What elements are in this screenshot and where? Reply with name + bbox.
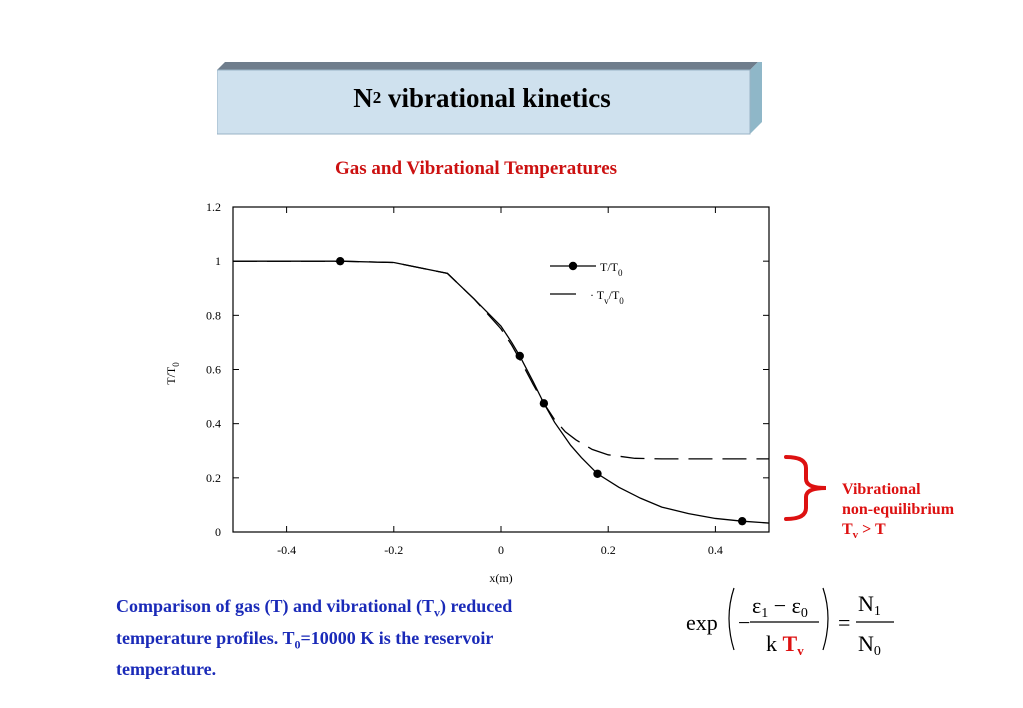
data-point bbox=[593, 469, 602, 478]
annotation-line1: Vibrational bbox=[842, 481, 921, 498]
y-tick-label: 1 bbox=[215, 254, 221, 268]
chart-title: Gas and Vibrational Temperatures bbox=[334, 158, 618, 179]
x-tick-label: -0.4 bbox=[277, 543, 296, 557]
annotation-line2: non-equilibrium bbox=[842, 501, 955, 518]
boltzmann-equation: exp − ε1 − ε0 k Tv = N1 N0 bbox=[686, 587, 894, 658]
eq-exp: exp bbox=[686, 610, 718, 635]
y-axis-label-main: T/T bbox=[164, 366, 178, 385]
eq-rhs-denominator: N0 bbox=[858, 631, 881, 658]
eq-minus: − bbox=[738, 610, 750, 635]
x-axis-label: x(m) bbox=[489, 571, 512, 585]
x-tick-label: 0 bbox=[498, 543, 504, 557]
y-axis-label: T/T0 bbox=[164, 362, 181, 385]
series-line-vibrational-temperature bbox=[233, 260, 769, 460]
eq-numerator: ε1 − ε0 bbox=[752, 593, 808, 621]
slide-title-main: N bbox=[353, 82, 373, 113]
y-tick-label: 0.2 bbox=[206, 471, 221, 485]
annotation-line3: Tv > T bbox=[842, 521, 886, 542]
y-tick-label: 0.6 bbox=[206, 363, 221, 377]
legend-marker-gas bbox=[568, 261, 578, 271]
y-tick-label: 1.2 bbox=[206, 200, 221, 214]
eq-equals: = bbox=[838, 610, 850, 635]
svg-text:T/T0: T/T0 bbox=[164, 362, 181, 385]
legend: T/T0 · Tv/T0 bbox=[550, 260, 624, 306]
y-tick-label: 0.8 bbox=[206, 308, 221, 322]
eq-denominator: k Tv bbox=[766, 631, 804, 658]
series-line-gas-temperature bbox=[233, 260, 770, 524]
plot-frame bbox=[232, 206, 770, 533]
x-tick-label: 0.2 bbox=[601, 543, 616, 557]
slide-title-sub: 2 bbox=[372, 88, 382, 107]
eq-right-paren bbox=[822, 587, 829, 651]
eq-left-paren bbox=[728, 587, 735, 651]
legend-label-gas: T/T0 bbox=[600, 260, 623, 278]
eq-rhs-numerator: N1 bbox=[858, 591, 881, 619]
y-axis-label-sub: 0 bbox=[171, 362, 181, 367]
data-point bbox=[738, 516, 747, 526]
title-box-shape bbox=[217, 62, 762, 135]
data-point bbox=[515, 351, 524, 361]
y-tick-label: 0 bbox=[215, 525, 221, 539]
y-tick-label: 0.4 bbox=[206, 417, 221, 431]
legend-label-vib: · Tv/T0 bbox=[590, 288, 624, 306]
slide-title-rest: vibrational kinetics bbox=[381, 82, 611, 113]
brace-icon bbox=[784, 455, 827, 521]
non-equilibrium-annotation: Vibrational non-equilibrium Tv > T bbox=[842, 480, 954, 545]
figure-caption: Comparison of gas (T) and vibrational (T… bbox=[116, 596, 513, 680]
x-tick-label: -0.2 bbox=[384, 543, 403, 557]
x-tick-label: 0.4 bbox=[708, 543, 723, 557]
